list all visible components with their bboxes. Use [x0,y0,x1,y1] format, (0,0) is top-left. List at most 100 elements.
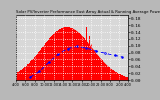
Bar [46,42,47,80]
Bar [115,72,116,80]
Bar [38,52,39,80]
Bar [50,37,51,80]
Bar [65,27,66,80]
Bar [28,64,29,80]
Bar [68,27,69,80]
Bar [110,68,111,80]
Bar [99,58,100,80]
Bar [57,31,58,80]
Bar [104,63,105,80]
Bar [34,57,35,80]
Bar [85,40,86,80]
Bar [98,56,99,80]
Bar [37,54,38,80]
Bar [90,46,91,80]
Bar [102,60,103,80]
Bar [31,60,32,80]
Bar [23,68,24,80]
Bar [27,64,28,80]
Bar [81,36,82,80]
Bar [111,69,112,80]
Bar [125,77,126,80]
Bar [94,51,95,80]
Bar [123,76,124,80]
Bar [22,69,23,80]
Bar [79,33,80,80]
Bar [105,64,106,80]
Bar [47,41,48,80]
Bar [32,59,33,80]
Bar [30,62,31,80]
Bar [127,77,128,80]
Bar [61,28,62,80]
Bar [43,46,44,80]
Bar [84,22,85,80]
Bar [76,31,77,80]
Bar [73,29,74,80]
Bar [74,30,75,80]
Bar [48,39,49,80]
Bar [62,28,63,80]
Bar [60,29,61,80]
Bar [29,63,30,80]
Bar [124,76,125,80]
Bar [16,73,17,80]
Bar [19,71,20,80]
Bar [82,36,83,80]
Bar [55,32,56,80]
Bar [52,35,53,80]
Bar [70,28,71,80]
Bar [118,74,119,80]
Text: Solar PV/Inverter Performance East Array Actual & Running Average Power Output: Solar PV/Inverter Performance East Array… [16,10,160,14]
Bar [25,66,26,80]
Bar [95,52,96,80]
Bar [122,76,123,80]
Bar [86,27,87,80]
Bar [112,70,113,80]
Bar [53,34,54,80]
Bar [36,55,37,80]
Bar [69,27,70,80]
Bar [107,66,108,80]
Text: East (kW): East (kW) [0,38,2,57]
Bar [49,38,50,80]
Bar [39,51,40,80]
Bar [35,56,36,80]
Bar [120,75,121,80]
Bar [126,77,127,80]
Bar [119,74,120,80]
Bar [88,44,89,80]
Bar [66,27,67,80]
Bar [96,54,97,80]
Bar [103,62,104,80]
Bar [100,58,101,80]
Bar [78,32,79,80]
Bar [51,36,52,80]
Bar [89,36,90,80]
Bar [77,32,78,80]
Bar [121,75,122,80]
Bar [87,42,88,80]
Bar [106,65,107,80]
Bar [67,27,68,80]
Bar [54,33,55,80]
Bar [108,66,109,80]
Bar [64,27,65,80]
Bar [45,43,46,80]
Bar [92,49,93,80]
Bar [18,72,19,80]
Bar [117,73,118,80]
Bar [44,45,45,80]
Bar [17,72,18,80]
Bar [42,47,43,80]
Bar [72,28,73,80]
Bar [56,31,57,80]
Bar [24,67,25,80]
Bar [101,59,102,80]
Bar [114,71,115,80]
Bar [91,44,92,80]
Bar [41,48,42,80]
Bar [21,70,22,80]
Bar [26,66,27,80]
Bar [63,27,64,80]
